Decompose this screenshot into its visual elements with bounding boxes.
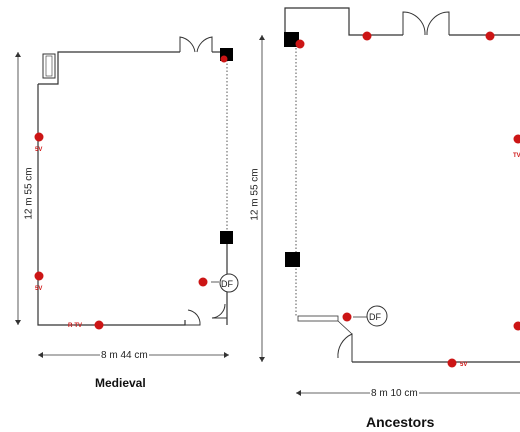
medieval-caption: Medieval [95,376,146,390]
outlet-label: 5V [35,147,42,153]
outlet-icon [447,358,457,368]
medieval-wall-outline [37,84,186,326]
df-label: DF [369,312,381,322]
medieval-plan: 5V 5V R-TV DF [15,36,239,358]
ancestors-window [297,315,339,322]
outlet-label: 5V [35,286,42,292]
outlet-icon [220,55,228,63]
outlet-icon [513,321,520,331]
ancestors-bottom-door [337,320,353,362]
medieval-column-mid [220,231,233,244]
ancestors-wall-top [284,7,403,40]
outlet-label: 5V [460,362,467,368]
df-label: DF [221,279,233,289]
medieval-bottom-door [185,303,227,326]
ancestors-top-door [402,11,450,36]
medieval-window [42,53,56,79]
ancestors-width-label: 8 m 10 cm [370,388,419,399]
ancestors-height-label: 12 m 55 cm [249,167,261,222]
outlet-icon [34,132,44,142]
outlet-icon [198,277,208,287]
outlet-icon [34,271,44,281]
medieval-outlets: 5V 5V R-TV [34,55,228,330]
outlet-icon [342,312,352,322]
outlet-icon [362,31,372,41]
medieval-wall-top [38,51,180,85]
ancestors-df-symbol: DF [353,305,388,327]
medieval-height-dimension [15,52,21,325]
medieval-height-label: 12 m 55 cm [23,166,35,221]
ancestors-outlets: TV 5V [295,31,520,368]
outlet-label: TV [513,153,520,159]
outlet-icon [94,320,104,330]
outlet-icon [513,134,520,144]
medieval-top-door [179,36,224,53]
ancestors-height-dimension [259,35,265,362]
ancestors-column-mid [285,252,300,267]
ancestors-caption: Ancestors [366,414,435,430]
ancestors-column-top [284,32,299,47]
ancestors-plan: TV 5V DF [259,7,520,396]
medieval-df-symbol: DF [211,273,239,293]
outlet-label: R-TV [68,323,82,329]
outlet-icon [485,31,495,41]
medieval-width-label: 8 m 44 cm [100,350,149,361]
outlet-icon [295,39,305,49]
